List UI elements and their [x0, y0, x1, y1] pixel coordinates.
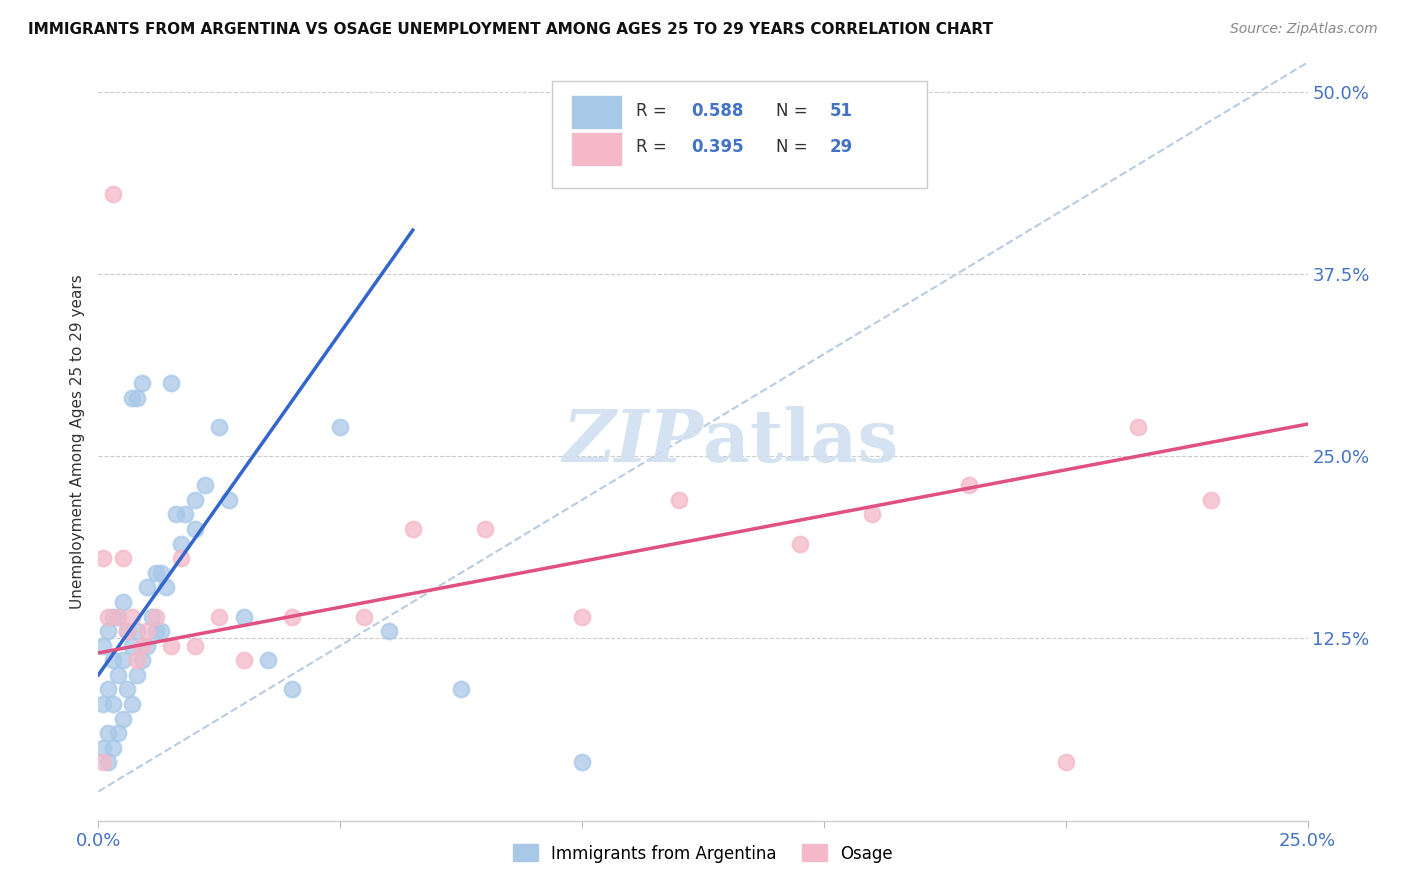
Point: [97, 726, 120, 740]
Legend: Immigrants from Argentina, Osage: Immigrants from Argentina, Osage: [506, 838, 900, 869]
Point: [174, 508, 197, 522]
Point: [329, 420, 352, 434]
Point: [91, 551, 114, 566]
Point: [101, 609, 124, 624]
Point: [91, 697, 114, 711]
Point: [91, 740, 114, 755]
Point: [117, 624, 139, 639]
Point: [281, 609, 304, 624]
Point: [107, 609, 129, 624]
Point: [208, 420, 231, 434]
Point: [117, 682, 139, 697]
Point: [131, 639, 153, 653]
Text: IMMIGRANTS FROM ARGENTINA VS OSAGE UNEMPLOYMENT AMONG AGES 25 TO 29 YEARS CORREL: IMMIGRANTS FROM ARGENTINA VS OSAGE UNEMP…: [28, 22, 993, 37]
Point: [135, 624, 157, 639]
Point: [194, 478, 217, 492]
Point: [121, 391, 143, 405]
Point: [141, 609, 163, 624]
Point: [127, 653, 149, 667]
Point: [97, 624, 120, 639]
Point: [107, 668, 129, 682]
Text: 0.588: 0.588: [690, 102, 744, 120]
Point: [101, 697, 124, 711]
Text: 0.395: 0.395: [690, 138, 744, 156]
Point: [121, 697, 143, 711]
FancyBboxPatch shape: [572, 95, 621, 128]
Point: [101, 186, 124, 201]
Point: [668, 492, 690, 507]
Point: [111, 712, 134, 726]
Text: atlas: atlas: [703, 406, 898, 477]
Point: [131, 653, 153, 667]
Point: [150, 624, 173, 639]
Point: [184, 522, 207, 536]
Point: [101, 653, 124, 667]
Point: [377, 624, 399, 639]
Point: [127, 391, 149, 405]
Point: [127, 624, 149, 639]
Text: R =: R =: [637, 138, 672, 156]
Point: [160, 376, 183, 391]
Text: R =: R =: [637, 102, 672, 120]
Point: [97, 682, 120, 697]
Point: [135, 580, 157, 594]
Point: [145, 566, 167, 580]
Text: N =: N =: [776, 102, 813, 120]
Point: [450, 682, 472, 697]
Point: [281, 682, 304, 697]
Point: [208, 609, 231, 624]
Point: [571, 756, 593, 770]
Point: [145, 624, 167, 639]
Point: [184, 492, 207, 507]
Point: [184, 639, 207, 653]
Point: [107, 609, 129, 624]
Point: [101, 740, 124, 755]
Text: Source: ZipAtlas.com: Source: ZipAtlas.com: [1230, 22, 1378, 37]
Point: [571, 609, 593, 624]
Point: [402, 522, 425, 536]
Point: [232, 653, 254, 667]
Point: [111, 595, 134, 609]
Point: [97, 756, 120, 770]
Point: [111, 653, 134, 667]
Point: [218, 492, 240, 507]
Point: [169, 536, 191, 550]
Point: [91, 639, 114, 653]
Y-axis label: Unemployment Among Ages 25 to 29 years: Unemployment Among Ages 25 to 29 years: [69, 274, 84, 609]
Point: [127, 668, 149, 682]
Point: [121, 609, 143, 624]
Point: [474, 522, 496, 536]
Point: [117, 624, 139, 639]
Point: [860, 508, 883, 522]
Point: [150, 566, 173, 580]
Point: [1199, 492, 1222, 507]
Point: [111, 551, 134, 566]
Point: [1128, 420, 1150, 434]
FancyBboxPatch shape: [572, 133, 621, 165]
Point: [169, 551, 191, 566]
Point: [1054, 756, 1077, 770]
Point: [155, 580, 177, 594]
Point: [121, 639, 143, 653]
Text: ZIP: ZIP: [562, 406, 703, 477]
Point: [957, 478, 980, 492]
Point: [160, 639, 183, 653]
Text: N =: N =: [776, 138, 813, 156]
Point: [107, 726, 129, 740]
Point: [165, 508, 187, 522]
Text: 51: 51: [830, 102, 853, 120]
Point: [97, 609, 120, 624]
Point: [256, 653, 278, 667]
Point: [91, 756, 114, 770]
Point: [789, 536, 811, 550]
Point: [131, 376, 153, 391]
Point: [135, 639, 157, 653]
Text: 29: 29: [830, 138, 853, 156]
Point: [232, 609, 254, 624]
FancyBboxPatch shape: [551, 81, 927, 187]
Point: [145, 609, 167, 624]
Point: [353, 609, 375, 624]
